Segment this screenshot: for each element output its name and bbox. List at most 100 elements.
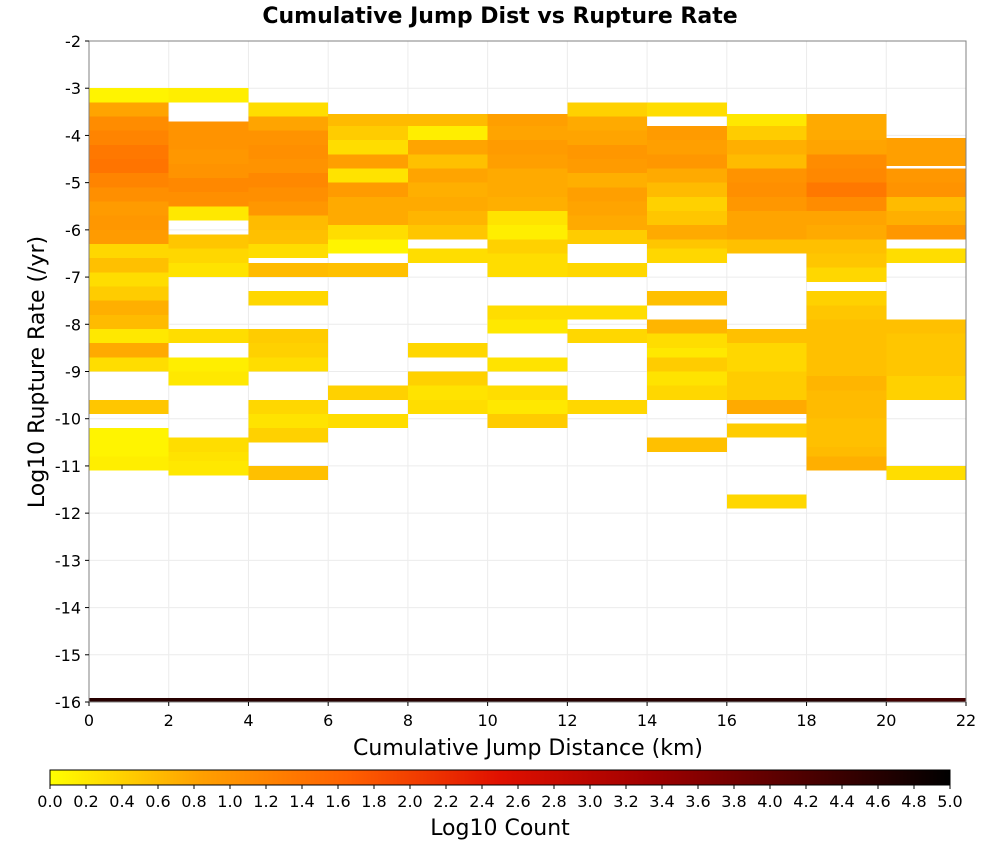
heatmap-cell xyxy=(168,437,249,452)
heatmap-cell xyxy=(407,343,488,358)
heatmap-cell xyxy=(806,291,887,306)
heatmap-cell xyxy=(886,333,966,348)
heatmap-cell xyxy=(89,698,169,702)
heatmap-cell xyxy=(647,333,727,348)
heatmap-cell xyxy=(89,187,169,202)
heatmap-cell xyxy=(168,163,249,178)
colorbar-tick-label: 1.8 xyxy=(361,792,386,811)
heatmap-cell xyxy=(487,239,568,254)
heatmap-cell xyxy=(168,135,249,150)
y-tick-label: -7 xyxy=(65,268,81,287)
x-tick-label: 22 xyxy=(956,711,976,730)
heatmap-cell xyxy=(248,116,329,131)
colorbar-tick-label: 0.4 xyxy=(109,792,134,811)
heatmap-cell xyxy=(89,442,169,457)
x-tick-label: 10 xyxy=(477,711,497,730)
colorbar xyxy=(49,769,951,786)
heatmap-cell xyxy=(89,201,169,216)
heatmap-cell xyxy=(567,201,648,216)
heatmap-cell xyxy=(89,399,169,414)
heatmap-cell xyxy=(567,130,648,145)
heatmap-cell xyxy=(726,399,807,414)
heatmap-cell xyxy=(806,225,887,240)
y-tick-label: -10 xyxy=(55,410,81,429)
heatmap-cell xyxy=(726,357,807,372)
heatmap-cell xyxy=(407,114,488,129)
y-tick-label: -16 xyxy=(55,693,81,712)
heatmap-cell xyxy=(89,343,169,358)
heatmap-cell xyxy=(248,262,329,278)
heatmap-cell xyxy=(89,116,169,131)
heatmap-cell xyxy=(487,114,568,129)
heatmap-cell xyxy=(248,343,329,358)
heatmap-cell xyxy=(248,357,329,372)
heatmap-cell xyxy=(726,371,807,386)
heatmap-cell xyxy=(248,215,329,230)
colorbar-tick-label: 4.2 xyxy=(793,792,818,811)
heatmap-cell xyxy=(647,196,727,211)
heatmap-cell xyxy=(328,125,408,141)
heatmap-cell xyxy=(647,385,727,400)
heatmap-cell xyxy=(806,390,887,405)
colorbar-tick-label: 1.0 xyxy=(217,792,242,811)
heatmap-cell xyxy=(248,244,329,259)
heatmap-cell xyxy=(647,102,727,117)
heatmap-cell xyxy=(647,437,727,452)
y-tick-label: -14 xyxy=(55,599,81,618)
colorbar-tick-label: 4.6 xyxy=(865,792,890,811)
heatmap-cell xyxy=(487,125,568,141)
heatmap-cell xyxy=(168,262,249,278)
y-tick-label: -4 xyxy=(65,126,81,145)
heatmap-cell xyxy=(726,154,807,169)
heatmap-cell xyxy=(89,286,169,301)
colorbar-tick-label: 2.0 xyxy=(397,792,422,811)
heatmap-cell xyxy=(567,215,648,230)
heatmap-cell xyxy=(806,196,887,211)
heatmap-cell xyxy=(726,114,807,129)
x-tick-label: 6 xyxy=(323,711,333,730)
heatmap-cell xyxy=(168,149,249,164)
heatmap-cell xyxy=(567,262,648,278)
heatmap-cell xyxy=(407,196,488,211)
heatmap-cell xyxy=(647,168,727,183)
heatmap-cell xyxy=(328,182,408,197)
y-tick-label: -13 xyxy=(55,551,81,570)
heatmap-cell xyxy=(726,196,807,211)
x-tick-label: 16 xyxy=(717,711,737,730)
y-axis-ticks: -2 -3 -4 -5 -6 -7 -8 -9 -10 -11 -12 -13 -14 -15 -16 xyxy=(55,32,89,712)
heatmap-cell xyxy=(168,357,249,372)
heatmap-cell xyxy=(806,432,887,448)
heatmap-cell xyxy=(726,494,807,509)
heatmap-cell xyxy=(89,258,169,273)
y-tick-label: -9 xyxy=(65,363,81,382)
heatmap-cell xyxy=(487,305,568,320)
heatmap-cell xyxy=(407,182,488,197)
heatmap-cell xyxy=(168,121,249,136)
heatmap-cell xyxy=(886,319,966,334)
heatmap-cell xyxy=(726,210,807,226)
y-tick-label: -12 xyxy=(55,504,81,523)
heatmap-cell xyxy=(407,125,488,141)
heatmap-cell xyxy=(647,357,727,372)
heatmap-cell xyxy=(248,329,329,344)
colorbar-tick-label: 1.6 xyxy=(325,792,350,811)
colorbar-tick-label: 0.2 xyxy=(73,792,98,811)
y-tick-label: -11 xyxy=(55,457,81,476)
heatmap-cell xyxy=(487,399,568,414)
heatmap-cell xyxy=(726,140,807,155)
heatmap-cell xyxy=(647,210,727,226)
heatmap-cell xyxy=(806,140,887,155)
heatmap-cell xyxy=(248,173,329,188)
colorbar-tick-label: 4.4 xyxy=(829,792,854,811)
colorbar-tick-label: 3.0 xyxy=(577,792,602,811)
heatmap-cell xyxy=(328,239,408,254)
heatmap-cell xyxy=(726,225,807,240)
heatmap-cell xyxy=(806,456,887,471)
heatmap-cell xyxy=(248,201,329,216)
heatmap-cell xyxy=(886,196,966,211)
heatmap-cell xyxy=(806,114,887,129)
heatmap-cell xyxy=(567,305,648,320)
heatmap-cell xyxy=(168,371,249,386)
heatmap-cell xyxy=(407,225,488,240)
y-tick-label: -15 xyxy=(55,646,81,665)
